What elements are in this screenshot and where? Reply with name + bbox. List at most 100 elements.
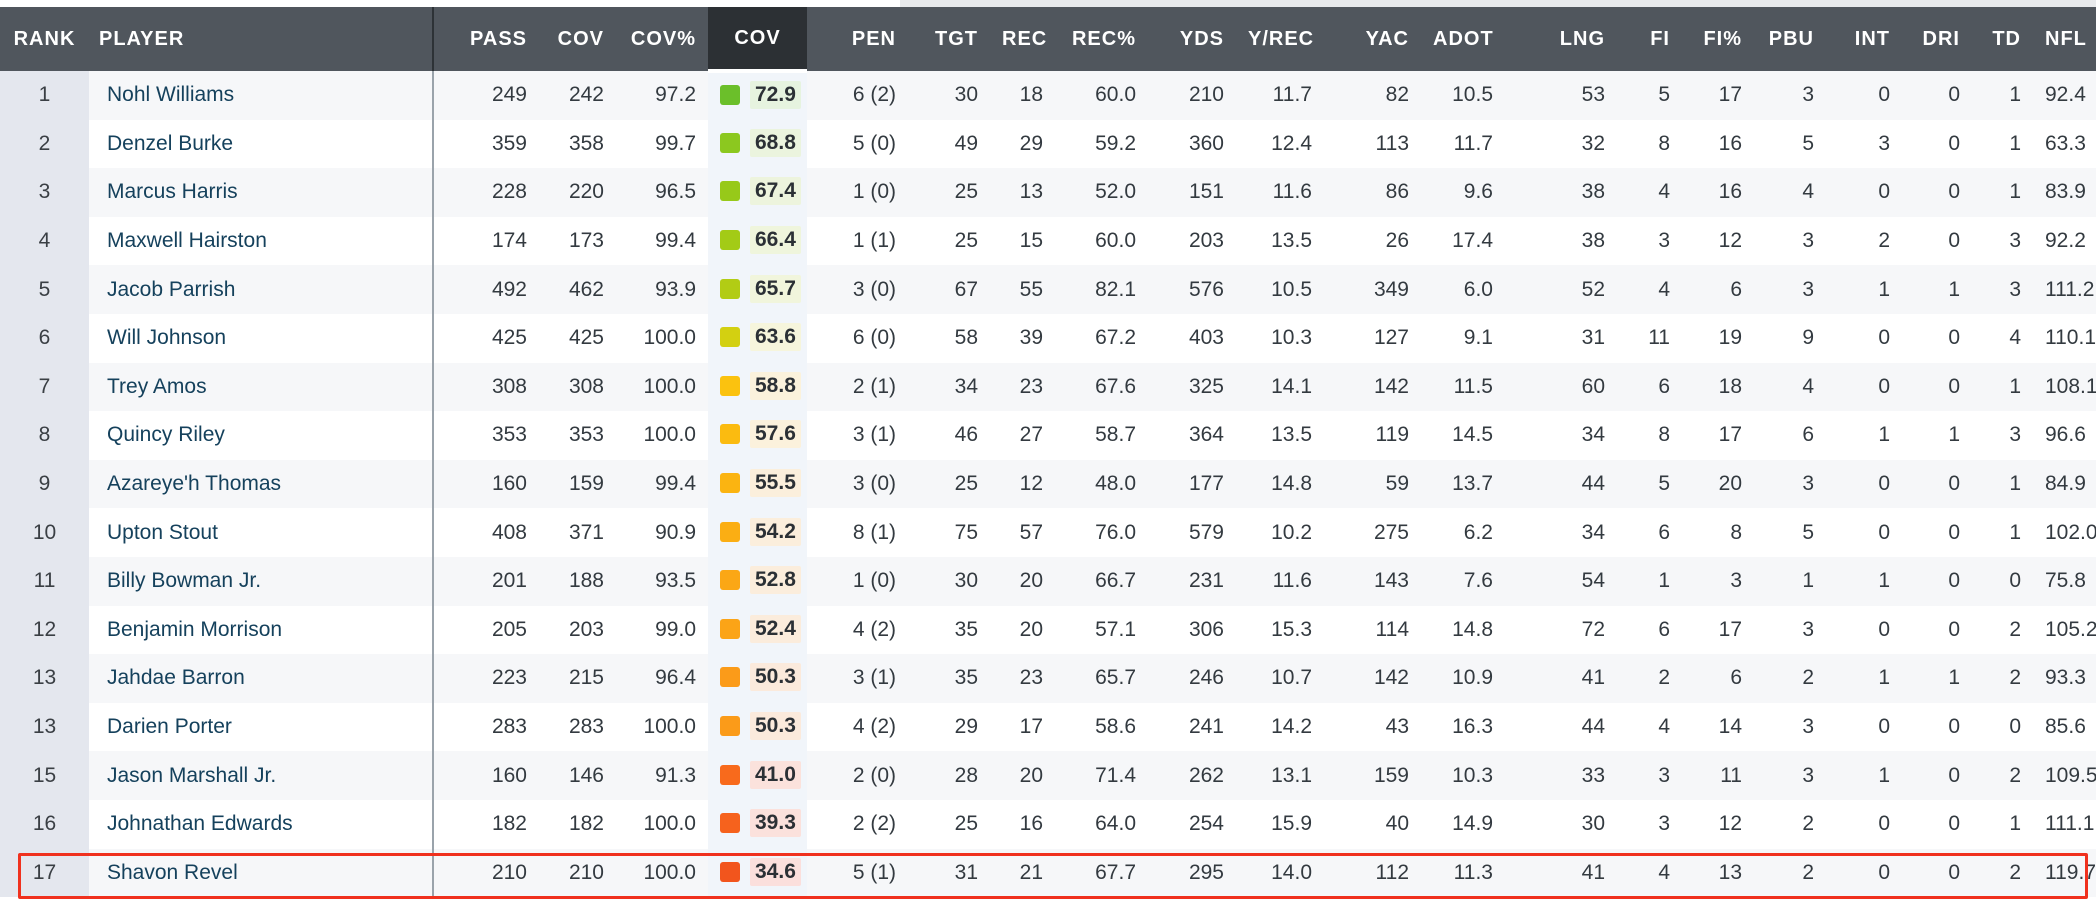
coverage-grade-cell: 50.3	[708, 654, 807, 703]
header-player[interactable]: PLAYER	[89, 7, 434, 71]
header-cov-pct[interactable]: COV%	[630, 27, 696, 50]
coverage-pct-cell: 100.0	[616, 848, 708, 898]
long-cell: 34	[1505, 411, 1617, 460]
yac-cell: 142	[1324, 654, 1421, 703]
pass-breakups-cell: 4	[1754, 168, 1826, 217]
header-cov[interactable]: COV	[557, 27, 604, 50]
coverage-snaps-cell: 283	[539, 702, 616, 752]
player-name-link[interactable]: Denzel Burke	[89, 119, 434, 169]
header-rec-pct[interactable]: REC%	[1071, 27, 1136, 50]
receptions-cell: 29	[990, 119, 1055, 169]
table-row[interactable]: 7 Trey Amos 308 308 100.0 58.8 2 (1) 34 23 67.6 32…	[0, 362, 2096, 412]
pass-breakups-cell: 3	[1754, 702, 1826, 752]
player-name-link[interactable]: Darien Porter	[89, 702, 434, 752]
touchdowns-cell: 1	[1972, 459, 2033, 509]
player-name-link[interactable]: Jacob Parrish	[89, 265, 434, 314]
receptions-cell: 55	[990, 265, 1055, 314]
player-name-link[interactable]: Upton Stout	[89, 508, 434, 557]
table-row[interactable]: 4 Maxwell Hairston 174 173 99.4 66.4 1 (1) 25 15…	[0, 216, 2096, 266]
header-yds[interactable]: YDS	[1179, 27, 1224, 50]
penalties-cell: 8 (1)	[807, 508, 908, 557]
adot-cell: 9.1	[1421, 313, 1505, 363]
player-name-link[interactable]: Shavon Revel	[89, 848, 434, 898]
targets-cell: 25	[908, 216, 990, 266]
header-fi[interactable]: FI	[1650, 27, 1670, 50]
header-pbu[interactable]: PBU	[1768, 27, 1814, 50]
header-tgt[interactable]: TGT	[935, 27, 978, 50]
interceptions-cell: 0	[1826, 362, 1902, 412]
header-rec[interactable]: REC	[1002, 27, 1048, 50]
rank-cell: 5	[0, 265, 89, 314]
adot-cell: 11.7	[1421, 119, 1505, 169]
receptions-cell: 18	[990, 71, 1055, 120]
player-name-link[interactable]: Azareye'h Thomas	[89, 459, 434, 509]
player-name-link[interactable]: Nohl Williams	[89, 71, 434, 120]
header-pass[interactable]: PASS	[470, 27, 527, 50]
receptions-cell: 20	[990, 605, 1055, 655]
player-name-link[interactable]: Benjamin Morrison	[89, 605, 434, 655]
header-dri[interactable]: DRI	[1922, 27, 1960, 50]
header-int[interactable]: INT	[1854, 27, 1890, 50]
forced-incompletions-cell: 6	[1617, 508, 1682, 557]
yards-cell: 262	[1148, 751, 1236, 800]
table-row[interactable]: 9 Azareye'h Thomas 160 159 99.4 55.5 3 (0) 25 12…	[0, 459, 2096, 509]
forced-incompletions-cell: 8	[1617, 411, 1682, 460]
header-lng[interactable]: LNG	[1559, 27, 1605, 50]
header-td[interactable]: TD	[1992, 27, 2021, 50]
coverage-pct-cell: 96.5	[616, 168, 708, 217]
long-cell: 44	[1505, 702, 1617, 752]
table-row[interactable]: 16 Johnathan Edwards 182 182 100.0 39.3 2 (2) 2…	[0, 799, 2096, 849]
header-pen[interactable]: PEN	[851, 27, 896, 50]
table-row[interactable]: 13 Jahdae Barron 223 215 96.4 50.3 3 (1) 35 23 65…	[0, 654, 2096, 703]
table-row[interactable]: 8 Quincy Riley 353 353 100.0 57.6 3 (1) 46 27 58.…	[0, 411, 2096, 460]
forced-incompletions-cell: 4	[1617, 265, 1682, 314]
header-adot[interactable]: ADOT	[1433, 27, 1494, 50]
player-name-link[interactable]: Maxwell Hairston	[89, 216, 434, 266]
player-name-link[interactable]: Will Johnson	[89, 313, 434, 363]
rank-cell: 1	[0, 71, 89, 120]
header-rank[interactable]: RANK	[13, 27, 76, 50]
player-name-link[interactable]: Johnathan Edwards	[89, 799, 434, 849]
forced-inc-pct-cell: 14	[1682, 702, 1754, 752]
grade-color-square-icon	[720, 764, 740, 785]
table-row[interactable]: 3 Marcus Harris 228 220 96.5 67.4 1 (0) 25 13 52.…	[0, 168, 2096, 217]
pass-breakups-cell: 3	[1754, 71, 1826, 120]
table-row[interactable]: 1 Nohl Williams 249 242 97.2 72.9 6 (2) 30 18 60.…	[0, 71, 2096, 120]
targets-cell: 49	[908, 119, 990, 169]
table-row[interactable]: 13 Darien Porter 283 283 100.0 50.3 4 (2) 29 17 5…	[0, 702, 2096, 752]
player-name-link[interactable]: Marcus Harris	[89, 168, 434, 217]
forced-inc-pct-cell: 18	[1682, 362, 1754, 412]
grade-value: 68.8	[750, 128, 801, 157]
player-name-link[interactable]: Quincy Riley	[89, 411, 434, 460]
table-row[interactable]: 6 Will Johnson 425 425 100.0 63.6 6 (0) 58 39 67.…	[0, 313, 2096, 363]
table-row[interactable]: 11 Billy Bowman Jr. 201 188 93.5 52.8 1 (0) 30 2…	[0, 556, 2096, 606]
table-row[interactable]: 10 Upton Stout 408 371 90.9 54.2 8 (1) 75 57 76.0…	[0, 508, 2096, 557]
reception-pct-cell: 71.4	[1055, 751, 1148, 800]
pass-breakups-cell: 3	[1754, 216, 1826, 266]
player-name-link[interactable]: Billy Bowman Jr.	[89, 556, 434, 606]
header-y-rec[interactable]: Y/REC	[1248, 27, 1315, 50]
table-row[interactable]: 5 Jacob Parrish 492 462 93.9 65.7 3 (0) 67 55 82.…	[0, 265, 2096, 314]
yards-cell: 403	[1148, 313, 1236, 363]
header-yac[interactable]: YAC	[1365, 27, 1409, 50]
player-name-link[interactable]: Jason Marshall Jr.	[89, 751, 434, 800]
header-cov-grade-sorted[interactable]: COV	[708, 7, 807, 73]
dropped-int-cell: 0	[1902, 216, 1972, 266]
table-row[interactable]: 12 Benjamin Morrison 205 203 99.0 52.4 4 (2) 35…	[0, 605, 2096, 655]
header-fi-pct[interactable]: FI%	[1703, 27, 1742, 50]
player-name-link[interactable]: Jahdae Barron	[89, 654, 434, 703]
rank-cell: 2	[0, 119, 89, 169]
adot-cell: 9.6	[1421, 168, 1505, 217]
forced-incompletions-cell: 1	[1617, 556, 1682, 606]
pass-snaps-cell: 308	[433, 362, 539, 412]
coverage-grade-cell: 63.6	[708, 313, 807, 363]
header-nfl[interactable]: NFL	[2045, 27, 2087, 50]
yards-per-rec-cell: 12.4	[1236, 119, 1324, 169]
grade-badge: 34.6	[720, 857, 801, 886]
table-row[interactable]: 2 Denzel Burke 359 358 99.7 68.8 5 (0) 49 29 59.2…	[0, 119, 2096, 169]
table-row[interactable]: 17 Shavon Revel 210 210 100.0 34.6 5 (1) 31 21 67…	[0, 848, 2096, 898]
receptions-cell: 23	[990, 654, 1055, 703]
player-name-link[interactable]: Trey Amos	[89, 362, 434, 412]
table-row[interactable]: 15 Jason Marshall Jr. 160 146 91.3 41.0 2 (0) 2…	[0, 751, 2096, 800]
grade-color-square-icon	[720, 85, 740, 106]
